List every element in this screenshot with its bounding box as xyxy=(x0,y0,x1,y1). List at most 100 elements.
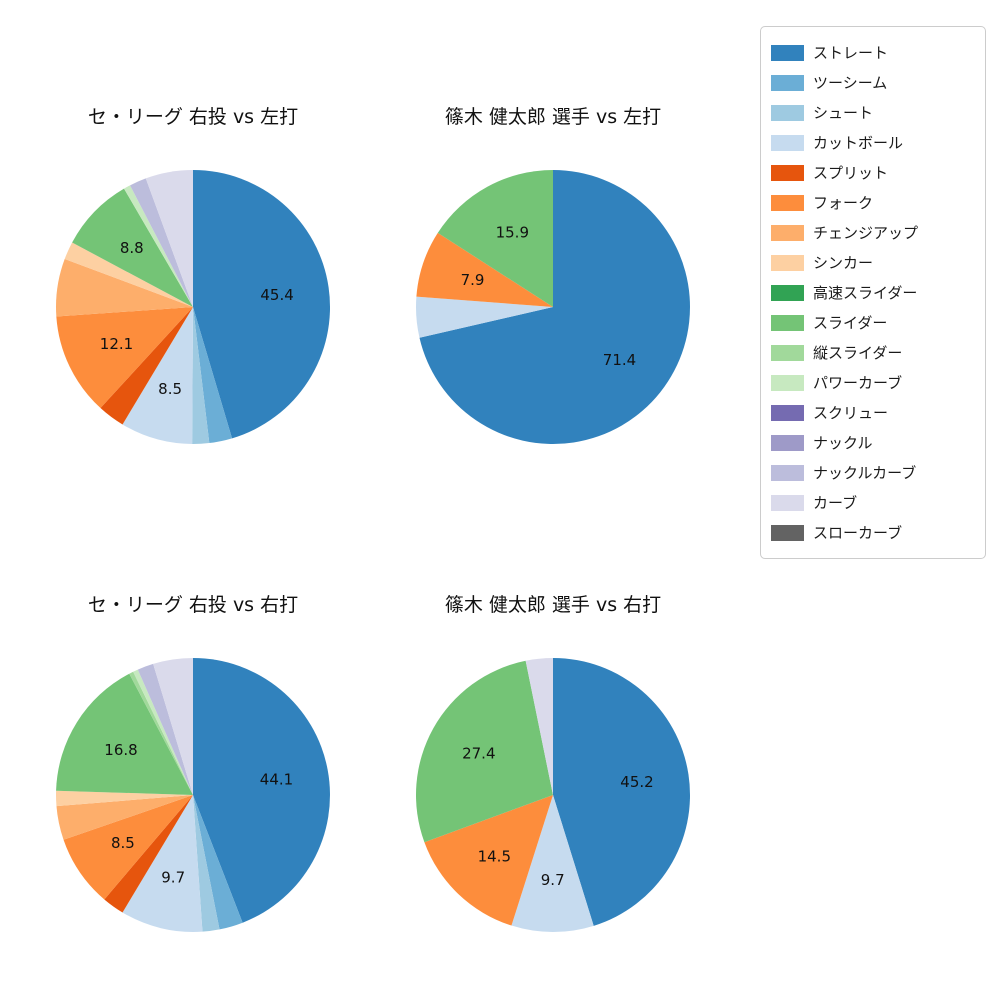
legend-item: チェンジアップ xyxy=(771,219,975,246)
pie-slice xyxy=(193,307,233,444)
legend-label: スクリュー xyxy=(813,404,889,422)
pie-percent-label: 7.9 xyxy=(461,271,485,289)
legend-swatch xyxy=(771,494,804,511)
legend-label: スライダー xyxy=(813,314,888,332)
legend-swatch xyxy=(771,224,804,241)
pie-slice xyxy=(122,795,203,932)
legend-swatch xyxy=(771,194,804,211)
legend-swatch xyxy=(771,104,804,121)
pie-percent-label: 44.1 xyxy=(260,770,293,788)
pie-slice xyxy=(130,178,193,307)
pie-slice xyxy=(100,307,193,425)
legend-label: スプリット xyxy=(813,164,889,182)
legend-item: フォーク xyxy=(771,189,975,216)
pie-slice xyxy=(437,170,553,307)
pie-slice xyxy=(56,258,193,317)
pie-slice xyxy=(63,795,193,900)
legend-item: スライダー xyxy=(771,309,975,336)
pie-percent-label: 45.4 xyxy=(260,286,293,304)
pie-slice xyxy=(56,307,193,409)
legend-swatch xyxy=(771,404,804,421)
pie-slice xyxy=(124,185,193,307)
legend-item: スプリット xyxy=(771,159,975,186)
pie-chart-player-vs-left: 71.4 7.9 15.9 xyxy=(416,170,690,444)
pie-chart-player-vs-right: 45.2 9.7 14.5 27.4 xyxy=(415,658,691,933)
chart-title-league-vs-left: セ・リーグ 右投 vs 左打 xyxy=(87,106,299,128)
pie-slice xyxy=(129,671,193,795)
legend-item: ストレート xyxy=(771,39,975,66)
chart-title-player-vs-right: 篠木 健太郎 選手 vs 右打 xyxy=(444,594,662,616)
pie-slice xyxy=(192,307,210,445)
legend-swatch xyxy=(771,74,804,91)
legend-label: フォーク xyxy=(813,194,874,212)
legend-swatch xyxy=(771,284,804,301)
legend-swatch xyxy=(771,164,804,181)
pie-slice xyxy=(56,795,194,840)
pie-percent-label: 8.5 xyxy=(158,380,182,398)
legend-label: ナックルカーブ xyxy=(813,464,917,482)
legend-swatch xyxy=(771,314,804,331)
pie-slice xyxy=(104,795,193,913)
pie-slice xyxy=(415,660,553,843)
legend-label: パワーカーブ xyxy=(813,374,903,392)
pie-chart-league-vs-left: 45.4 8.5 12.1 8.8 xyxy=(56,170,331,445)
legend-item: ナックル xyxy=(771,429,975,456)
legend-item: パワーカーブ xyxy=(771,369,975,396)
pie-slice xyxy=(193,658,330,923)
pie-chart-league-vs-right: 44.1 9.7 8.5 16.8 xyxy=(56,658,330,932)
pie-slice xyxy=(137,663,193,795)
pie-slice xyxy=(193,795,243,930)
legend-item: 高速スライダー xyxy=(771,279,975,306)
legend-label: ナックル xyxy=(813,434,873,452)
pie-slice xyxy=(145,170,193,307)
legend-label: チェンジアップ xyxy=(813,224,919,242)
pie-slice xyxy=(193,170,331,439)
legend-item: スクリュー xyxy=(771,399,975,426)
legend-item: シンカー xyxy=(771,249,975,276)
legend-label: シンカー xyxy=(813,254,874,272)
legend: ストレートツーシームシュートカットボールスプリットフォークチェンジアップ シンカー… xyxy=(760,26,986,559)
pie-slice xyxy=(133,669,193,795)
legend-swatch xyxy=(771,134,804,151)
pie-slice xyxy=(56,673,193,795)
legend-item: カーブ xyxy=(771,489,975,516)
legend-label: ツーシーム xyxy=(813,74,888,92)
pie-percent-label: 12.1 xyxy=(100,335,133,353)
pie-slice xyxy=(122,307,193,444)
legend-label: シュート xyxy=(813,104,874,122)
chart-title-league-vs-right: セ・リーグ 右投 vs 右打 xyxy=(87,594,299,616)
pie-slice xyxy=(511,795,594,933)
pie-percent-label: 9.7 xyxy=(161,869,185,887)
legend-label: 縦スライダー xyxy=(813,344,903,362)
pie-slice xyxy=(424,795,553,926)
pie-slice xyxy=(416,296,553,338)
legend-item: カットボール xyxy=(771,129,975,156)
pie-slice xyxy=(193,795,220,932)
pie-slice xyxy=(416,232,553,307)
pie-slice xyxy=(56,790,193,807)
legend-item: スローカーブ xyxy=(771,519,975,546)
pie-percent-label: 8.5 xyxy=(111,834,135,852)
legend-swatch xyxy=(771,254,804,271)
legend-swatch xyxy=(771,524,804,541)
pie-percent-label: 71.4 xyxy=(603,351,636,369)
legend-item: ツーシーム xyxy=(771,69,975,96)
pie-percent-label: 45.2 xyxy=(620,773,653,791)
legend-swatch xyxy=(771,374,804,391)
legend-item: 縦スライダー xyxy=(771,339,975,366)
legend-item: ナックルカーブ xyxy=(771,459,975,486)
legend-item: シュート xyxy=(771,99,975,126)
legend-swatch xyxy=(771,434,804,451)
pie-percent-label: 8.8 xyxy=(120,239,144,257)
pie-percent-label: 15.9 xyxy=(496,223,529,241)
pie-percent-label: 9.7 xyxy=(541,871,565,889)
legend-label: カーブ xyxy=(813,494,858,512)
pie-percent-label: 14.5 xyxy=(478,847,511,865)
pie-slice xyxy=(72,188,193,307)
pie-slice xyxy=(553,658,691,926)
pie-slice xyxy=(64,242,193,307)
legend-swatch xyxy=(771,344,804,361)
legend-label: 高速スライダー xyxy=(813,284,918,302)
chart-title-player-vs-left: 篠木 健太郎 選手 vs 左打 xyxy=(444,106,662,128)
